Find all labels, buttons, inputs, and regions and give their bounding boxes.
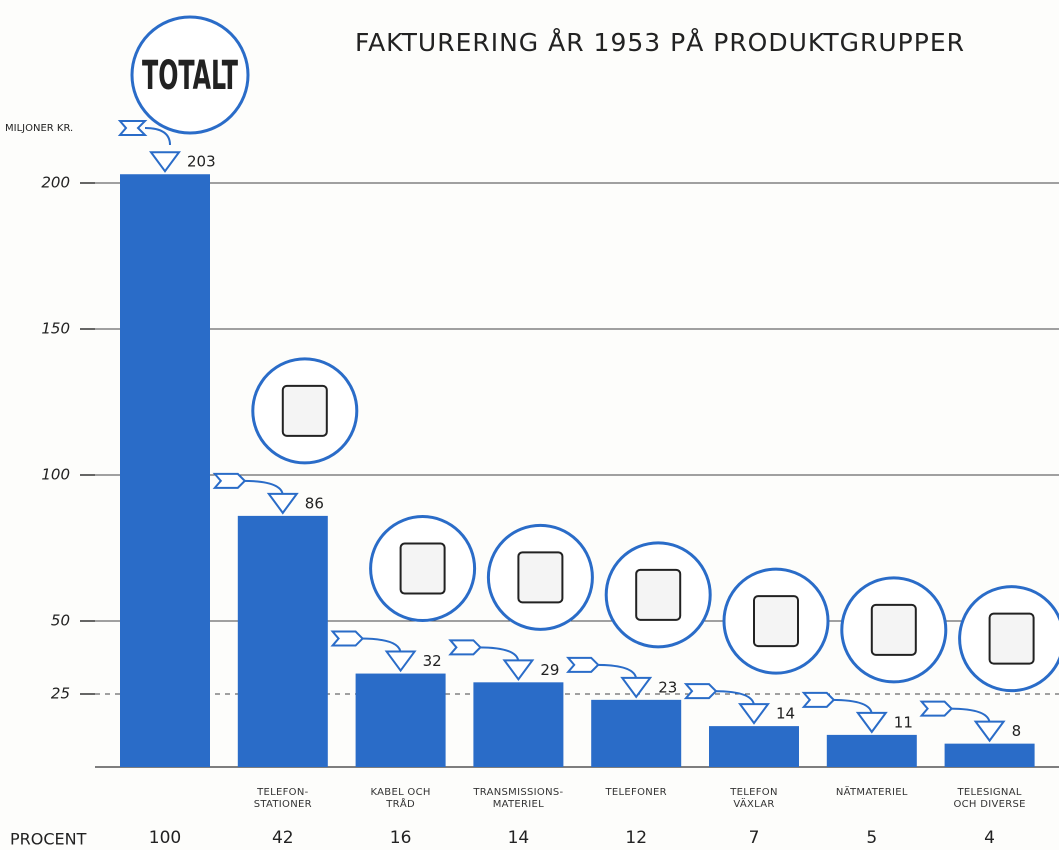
bar [237,515,328,767]
arrow-tag [212,472,247,489]
icon [635,568,682,621]
icon [753,595,799,648]
y-tick-label: 100 [41,466,70,484]
bar [826,734,917,767]
bar [355,673,446,767]
total-label: TOTALT [142,53,238,99]
y-tick-label: 50 [51,612,70,630]
percent-value: 5 [866,828,877,848]
total-circle [130,15,250,135]
percent-value: 14 [508,828,530,848]
y-tick-label: 200 [41,174,70,192]
arrow-tag [330,630,365,647]
pointer [738,703,770,725]
arrow-tag [683,683,718,700]
bar [944,743,1035,767]
pointer [384,650,417,673]
percent-value: 42 [272,828,294,848]
arrow-tag [919,700,954,717]
icon [517,551,564,604]
pointer [855,711,888,734]
icon [988,612,1035,665]
y-tick-label: 25 [51,685,70,703]
value-label: 14 [776,705,795,723]
percent-value: 4 [984,828,995,848]
icon [870,603,917,656]
percent-value: 7 [749,828,760,848]
chart-title: FAKTURERING ÅR 1953 PÅ PRODUKTGRUPPER [355,28,965,57]
icon [399,542,446,595]
value-label: 86 [305,494,324,512]
x-tick-label: TRANSMISSIONS-MATERIEL [472,787,563,810]
percent-value: 100 [149,828,181,848]
arrow [144,127,171,146]
pointer [149,151,181,173]
value-label: 32 [423,652,442,670]
percent-value: 12 [625,828,647,848]
value-label: 29 [540,661,559,679]
y-axis-label: MILJONER KR. [5,123,73,134]
value-label: 11 [894,713,913,731]
pointer [502,659,535,682]
x-tick-label: TELEFON VÄXLAR [729,787,778,810]
x-tick-label: KABEL OCH TRÅD [370,787,430,810]
y-tick-label: 150 [41,320,70,338]
x-tick-label: TELEFON-STATIONER [254,787,312,810]
arrow-tag [801,691,836,708]
arrow-tag [566,656,600,673]
bar [591,699,682,767]
value-label: 203 [187,153,216,171]
bar [120,174,210,768]
value-label: 23 [658,678,677,696]
icon [281,384,328,437]
x-tick-label: TELEFONER [605,787,667,798]
value-label: 8 [1012,722,1022,740]
percent-value: 16 [390,828,412,848]
pointer [266,492,299,515]
pointer [973,720,1006,743]
percent-label: PROCENT [10,830,87,849]
pointer [620,676,653,699]
bar [709,726,799,767]
arrow-tag [448,639,482,656]
x-tick-label: TELESIGNAL OCH DIVERSE [953,787,1025,810]
bar [473,682,564,767]
x-tick-label: NÄTMATERIEL [836,785,908,798]
arrow-tag [117,120,148,136]
